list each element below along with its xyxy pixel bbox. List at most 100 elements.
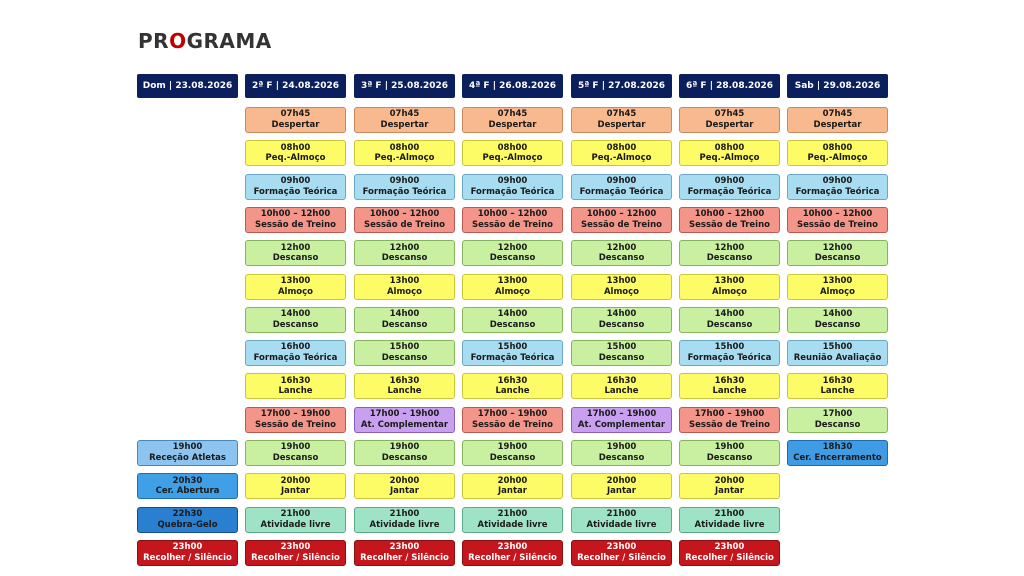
schedule-slot: 13h00 Almoço (354, 273, 455, 300)
slot-time: 12h00 (714, 242, 745, 253)
slot-label: Lanche (604, 386, 639, 397)
slot-time: 17h00 – 19h00 (260, 409, 331, 420)
slot-label: Formação Teórica (579, 186, 664, 197)
slot-time: 15h00 (606, 342, 637, 353)
schedule-slot: 13h00 Almoço (245, 273, 346, 300)
slot-time: 21h00 (389, 508, 420, 519)
schedule-slot: 12h00 Descanso (679, 240, 780, 267)
slot-time: 07h45 (606, 109, 637, 120)
slot-time: 23h00 (606, 542, 637, 553)
slot-time: 16h00 (280, 342, 311, 353)
slot-label: Cer. Abertura (155, 486, 220, 497)
slot-time: 19h00 (606, 442, 637, 453)
schedule-slot: 15h00 Formação Teórica (679, 340, 780, 367)
slot-time: 07h45 (822, 109, 853, 120)
schedule-slot: 23h00 Recolher / Silêncio (354, 539, 455, 566)
slot-time: 07h45 (714, 109, 745, 120)
slot-label: Peq.-Almoço (591, 153, 652, 164)
slot-time: 15h00 (389, 342, 420, 353)
slot-label: Jantar (281, 486, 310, 497)
slot-label: Peq.-Almoço (265, 153, 326, 164)
slot-label: Lanche (712, 386, 747, 397)
slot-label: Sessão de Treino (364, 219, 445, 230)
slot-label: Descanso (706, 253, 753, 264)
schedule-slot: 17h00 – 19h00 At. Complementar (354, 406, 455, 433)
slot-label: Despertar (380, 120, 429, 130)
schedule-slot: 08h00 Peq.-Almoço (462, 140, 563, 167)
slot-label: Formação Teórica (470, 186, 555, 197)
slot-label: Peq.-Almoço (374, 153, 435, 164)
slot-label: Atividade livre (586, 519, 657, 530)
slot-time: 13h00 (280, 275, 311, 286)
slot-label: Cer. Encerramento (793, 453, 882, 463)
schedule-slot: 19h00 Descanso (245, 440, 346, 466)
schedule-slot: 07h45 Despertar (679, 107, 780, 133)
day-header: Sab | 29.08.2026 (787, 74, 888, 98)
slot-time: 20h00 (606, 475, 637, 486)
slot-label: Despertar (813, 120, 862, 130)
schedule-slot: 10h00 – 12h00 Sessão de Treino (245, 206, 346, 233)
slot-time: 10h00 – 12h00 (802, 209, 873, 220)
slot-time: 10h00 – 12h00 (586, 209, 657, 220)
slot-time: 17h00 – 19h00 (369, 409, 440, 420)
schedule-slot: 23h00 Recolher / Silêncio (137, 539, 238, 566)
slot-label: Almoço (711, 286, 748, 297)
slot-time: 19h00 (714, 442, 745, 453)
schedule-slot: 10h00 – 12h00 Sessão de Treino (679, 206, 780, 233)
slot-label: Despertar (597, 120, 646, 130)
schedule-slot: 07h45 Despertar (354, 107, 455, 133)
schedule-slot: 08h00 Peq.-Almoço (787, 140, 888, 167)
slot-label: Descanso (598, 353, 645, 364)
slot-label: Descanso (489, 319, 536, 330)
slot-time: 14h00 (606, 309, 637, 320)
schedule-slot: 20h00 Jantar (462, 473, 563, 500)
slot-time: 17h00 – 19h00 (694, 409, 765, 420)
slot-label: Almoço (819, 286, 856, 297)
slot-label: Descanso (814, 319, 861, 330)
slot-time: 13h00 (389, 275, 420, 286)
schedule-slot: 21h00 Atividade livre (571, 506, 672, 533)
slot-label: Sessão de Treino (689, 419, 770, 430)
slot-label: Despertar (488, 120, 537, 130)
schedule-slot: 09h00 Formação Teórica (245, 173, 346, 200)
slot-label: Reunião Avaliação (793, 353, 882, 364)
schedule-slot: 19h00 Descanso (571, 440, 672, 466)
slot-label: Descanso (814, 253, 861, 264)
slot-time: 10h00 – 12h00 (477, 209, 548, 220)
slot-time: 14h00 (822, 309, 853, 320)
schedule-slot: 22h30 Quebra-Gelo (137, 506, 238, 533)
slot-time: 23h00 (497, 542, 528, 553)
slot-label: Sessão de Treino (472, 219, 553, 230)
slot-time: 15h00 (497, 342, 528, 353)
slot-time: 21h00 (606, 508, 637, 519)
slot-time: 20h30 (172, 475, 203, 486)
schedule-slot: 15h00 Formação Teórica (462, 340, 563, 367)
slot-time: 10h00 – 12h00 (694, 209, 765, 220)
slot-time: 12h00 (497, 242, 528, 253)
slot-label: Descanso (598, 253, 645, 264)
slot-label: Descanso (706, 453, 753, 463)
slot-time: 21h00 (497, 508, 528, 519)
slot-time: 12h00 (606, 242, 637, 253)
slot-label: Formação Teórica (362, 186, 447, 197)
schedule-slot: 16h30 Lanche (354, 373, 455, 400)
schedule-slot: 09h00 Formação Teórica (679, 173, 780, 200)
slot-time: 21h00 (280, 508, 311, 519)
slot-time: 09h00 (280, 175, 311, 186)
slot-label: Atividade livre (694, 519, 765, 530)
slot-time: 09h00 (606, 175, 637, 186)
schedule-slot: 19h00 Descanso (354, 440, 455, 466)
schedule-slot: 14h00 Descanso (787, 306, 888, 333)
schedule-slot: 16h30 Lanche (787, 373, 888, 400)
schedule-slot: 10h00 – 12h00 Sessão de Treino (354, 206, 455, 233)
slot-time: 13h00 (606, 275, 637, 286)
slot-label: Sessão de Treino (581, 219, 662, 230)
slot-label: Sessão de Treino (255, 219, 336, 230)
schedule-slot: 16h30 Lanche (245, 373, 346, 400)
slot-label: Lanche (495, 386, 530, 397)
slot-time: 14h00 (714, 309, 745, 320)
day-header: 2ª F | 24.08.2026 (245, 74, 346, 98)
slot-label: Jantar (498, 486, 527, 497)
slot-time: 20h00 (389, 475, 420, 486)
slot-time: 20h00 (497, 475, 528, 486)
